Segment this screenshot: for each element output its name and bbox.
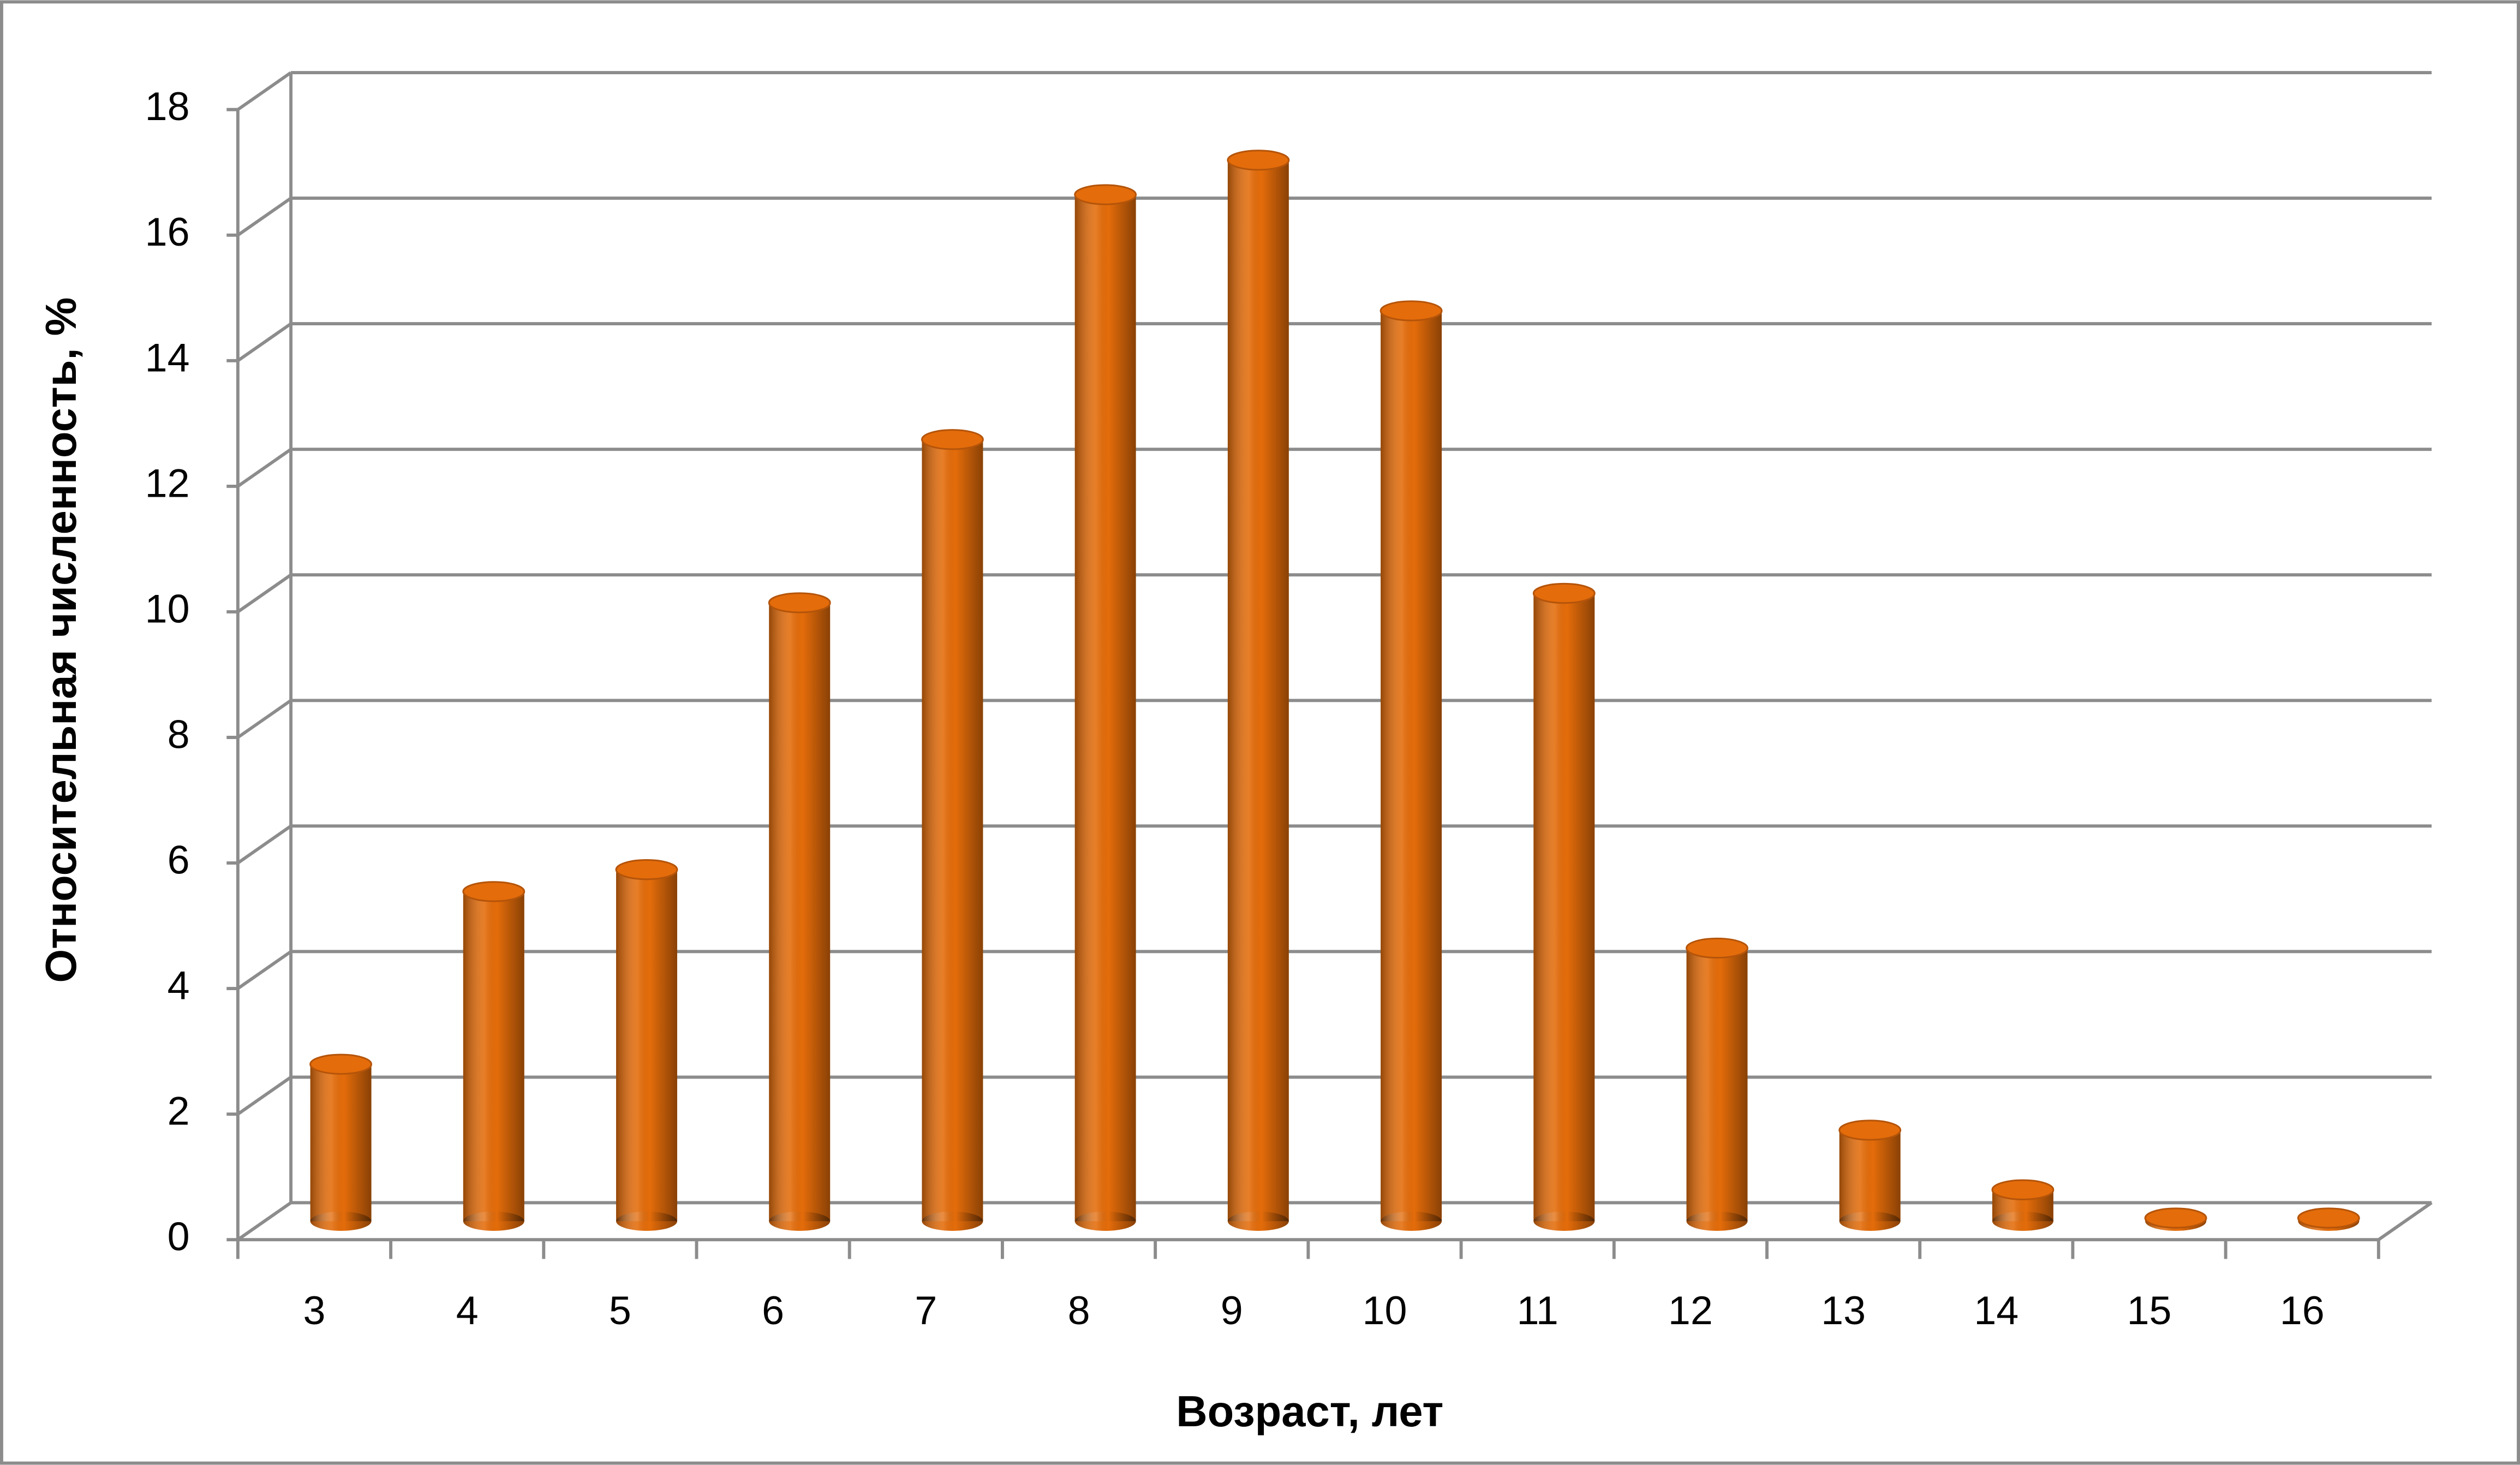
bar-top (1686, 937, 1748, 959)
bar (2144, 1207, 2207, 1231)
bar (1074, 184, 1137, 1231)
x-tick-label: 15 (2127, 1288, 2172, 1333)
floor-edge (2378, 1201, 2433, 1241)
y-tick-label: 8 (168, 711, 190, 757)
grid-line (237, 699, 292, 739)
grid-line (237, 573, 292, 614)
x-tick-label: 11 (1516, 1288, 1558, 1333)
bar (615, 859, 678, 1231)
bar-body-shade (1381, 311, 1442, 1222)
bar (1532, 582, 1596, 1231)
bar (921, 429, 984, 1231)
bar (1380, 300, 1443, 1231)
bar-top (1074, 184, 1137, 205)
bar-top (2144, 1207, 2207, 1229)
y-tick-label: 0 (168, 1214, 190, 1259)
grid-line (237, 196, 292, 237)
x-tick-label: 9 (1221, 1288, 1243, 1333)
x-tick-label: 5 (609, 1288, 631, 1333)
bar-top (2297, 1207, 2360, 1229)
grid-line (237, 1075, 292, 1116)
y-tick-label: 4 (168, 963, 190, 1008)
bar (768, 592, 831, 1231)
x-tick-label: 10 (1363, 1288, 1407, 1333)
bar-top (1838, 1119, 1902, 1141)
y-tick-label: 6 (168, 837, 190, 883)
bar-body-shade (1074, 194, 1136, 1222)
bar-body-shade (310, 1064, 372, 1222)
bar-body-shade (616, 870, 677, 1222)
bar (1686, 937, 1748, 1231)
bar-top (309, 1053, 373, 1075)
bar-top (615, 859, 678, 880)
bar (462, 881, 526, 1231)
y-axis-title: Относительная численность, % (37, 297, 85, 983)
bar-top (1991, 1179, 2055, 1200)
x-tick-label: 14 (1974, 1288, 2019, 1333)
grid-line (237, 824, 292, 865)
x-tick-label: 3 (303, 1288, 326, 1333)
x-tick-label: 12 (1668, 1288, 1713, 1333)
y-tick-label: 14 (145, 335, 190, 380)
x-tick-label: 13 (1821, 1288, 1866, 1333)
bar-body-shade (1533, 593, 1595, 1222)
bar-body-shade (1227, 160, 1289, 1222)
x-tick-label: 6 (762, 1288, 784, 1333)
bar (1991, 1179, 2055, 1231)
x-tick-label: 7 (915, 1288, 937, 1333)
bar-top (462, 881, 526, 902)
x-tick-label: 16 (2280, 1288, 2325, 1333)
y-tick-label: 16 (145, 209, 190, 254)
bar-body-shade (1839, 1130, 1901, 1222)
bar (1227, 150, 1290, 1231)
bar-body-shade (769, 603, 831, 1222)
bar-top (1227, 150, 1290, 171)
bar-body-shade (463, 891, 524, 1222)
x-tick-label: 4 (456, 1288, 479, 1333)
bar-body-shade (1686, 948, 1748, 1222)
bar-body-shade (922, 439, 983, 1222)
bar (309, 1053, 373, 1231)
bar-top (921, 429, 984, 450)
grid-line (237, 71, 292, 111)
grid-line (237, 1201, 292, 1241)
y-tick-label: 2 (168, 1088, 190, 1134)
bar-top (1380, 300, 1443, 321)
bar-top (768, 592, 831, 614)
x-axis-title: Возраст, лет (1176, 1387, 1443, 1436)
y-tick-label: 12 (145, 460, 190, 505)
grid-line (237, 322, 292, 362)
bar (2297, 1207, 2360, 1231)
y-tick-label: 18 (145, 84, 190, 129)
bar-top (1532, 582, 1596, 604)
y-tick-label: 10 (145, 586, 190, 631)
grid-line (237, 950, 292, 990)
x-tick-label: 8 (1068, 1288, 1090, 1333)
grid-line (237, 448, 292, 488)
bar (1838, 1119, 1902, 1231)
